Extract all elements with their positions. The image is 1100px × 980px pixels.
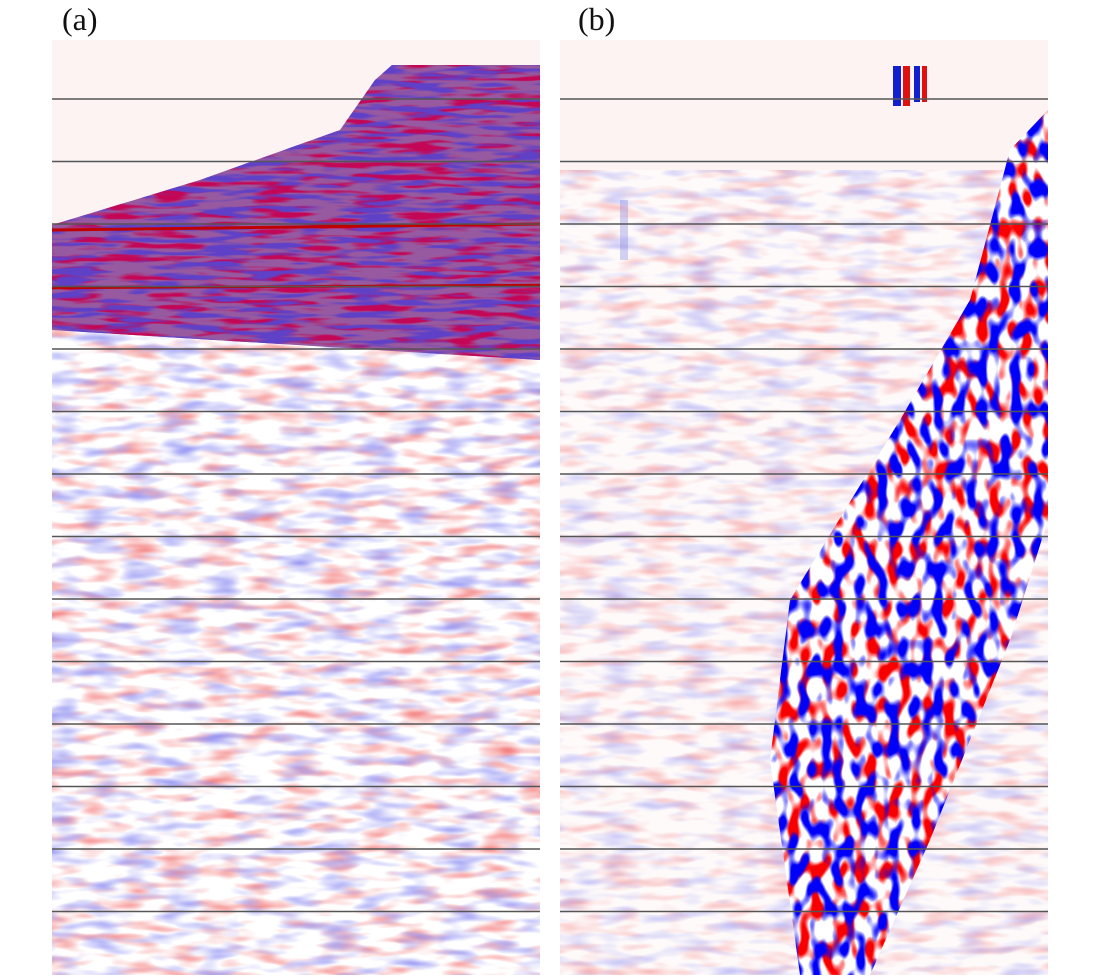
panel-label: (a) <box>62 1 98 37</box>
panel-a-image <box>52 40 540 975</box>
panel-b-image <box>560 40 1048 975</box>
panel-label: (b) <box>578 1 615 37</box>
horizontal-lines <box>52 98 1048 913</box>
